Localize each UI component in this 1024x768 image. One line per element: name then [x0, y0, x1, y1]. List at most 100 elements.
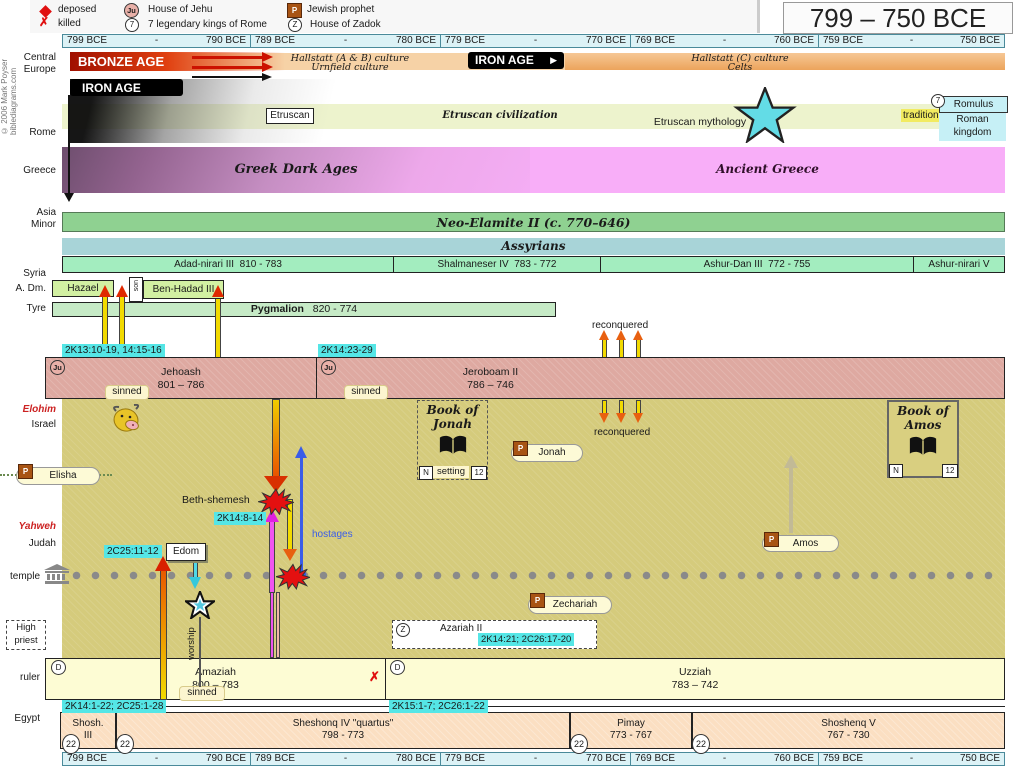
hostages-line	[300, 457, 303, 575]
etruscan-star-icon	[733, 87, 797, 143]
scripture-ref-azariah: 2K14:21; 2C26:17-20	[478, 633, 575, 646]
iron-arrow-line	[192, 76, 264, 78]
hostages-arrow-head	[295, 446, 307, 458]
bronze-arrow-head-1	[262, 52, 273, 62]
row-label-yahweh: Yahweh	[18, 521, 56, 532]
king-years: 810 - 783	[239, 259, 282, 270]
scale-year: 770 BCE	[585, 753, 626, 764]
prophet-zechariah-pill: Zechariah	[528, 596, 612, 614]
uzziah-name: Uzziah	[678, 666, 712, 678]
king-years: 783 - 772	[514, 259, 557, 270]
dynasty-22-badge: 22	[570, 734, 588, 754]
hallstatt-c-band	[565, 53, 1005, 70]
legend-killed-label: killed	[58, 18, 81, 29]
reconquered-up-head	[599, 330, 609, 340]
hallstatt-ab-label: Hallstatt (A & B) culture	[290, 53, 410, 64]
amos-n-box: N	[889, 464, 903, 478]
hazael-box: Hazael	[52, 280, 114, 297]
prophet-jonah-pill: Jonah	[511, 444, 583, 462]
bronze-arrow-head-2	[262, 62, 273, 72]
reconquered-up-head	[616, 330, 626, 340]
attack-arrow-head	[264, 476, 288, 492]
temple-starburst-icon	[276, 563, 310, 591]
hostages-label: hostages	[312, 529, 353, 540]
reconquered-up-shaft	[602, 339, 607, 358]
jeroboam-years: 786 – 746	[467, 379, 514, 391]
golden-calf-icon	[113, 404, 140, 432]
scale-year: 789 BCE	[255, 35, 296, 46]
jehoash-box: Jehoash 801 – 786	[45, 357, 317, 399]
ancient-greece-label: Ancient Greece	[716, 162, 819, 176]
roman-kingdom-line1: Roman	[956, 114, 989, 125]
scale-year: 759 BCE	[823, 35, 864, 46]
top-scale-seg-2: 789 BCE - 780 BCE	[250, 34, 441, 48]
king-years: 772 - 755	[768, 259, 811, 270]
pharaoh-years: III	[83, 730, 93, 741]
edom-arrow-shaft	[160, 569, 167, 700]
roman-kingdom-box: Roman kingdom	[939, 113, 1006, 141]
pharaoh-years: 798 - 773	[321, 730, 365, 741]
jewish-prophet-icon: P	[764, 532, 779, 547]
jehoash-years: 801 – 786	[157, 379, 205, 391]
jewish-prophet-icon: P	[530, 593, 545, 608]
iron-age-left-label: IRON AGE	[82, 81, 141, 95]
jehu-dynasty-badge: Ju	[321, 360, 336, 375]
idol-return-arrow-head	[189, 577, 201, 589]
scripture-ref-uzziah: 2K15:1-7; 2C26:1-22	[389, 700, 488, 713]
tribute-arrow-head	[116, 285, 128, 297]
iron-arrow-head	[262, 73, 272, 81]
battle-starburst-icon	[258, 488, 294, 515]
hallstatt-c-text: Hallstatt (C) culture Celts	[640, 53, 840, 72]
legend-background	[30, 0, 757, 33]
uzziah-box: Uzziah 783 – 742	[385, 658, 1005, 700]
reconquered-down-head	[633, 413, 643, 423]
amos-arrow-shaft	[789, 467, 793, 533]
top-scale-seg-3: 779 BCE - 770 BCE	[440, 34, 631, 48]
scale-sep: -	[533, 753, 538, 764]
house-of-zadok-icon: Z	[288, 18, 302, 32]
ancient-greece-band: Ancient Greece	[530, 147, 1005, 193]
reconquered-up-shaft	[619, 339, 624, 358]
top-scale-seg-5: 759 BCE - 750 BCE	[818, 34, 1005, 48]
zechariah-label: Zechariah	[552, 599, 598, 610]
etruscan-box: Etruscan	[266, 108, 314, 124]
reconquered-up-shaft	[636, 339, 641, 358]
romulus-box: Romulus	[939, 96, 1008, 113]
legend-deposed-label: deposed	[58, 4, 97, 15]
book-of-jonah-title1: Book of	[426, 403, 479, 417]
row-label-judah: Judah	[28, 538, 56, 549]
scale-year: 780 BCE	[395, 35, 436, 46]
iron-south-arrow-head	[64, 193, 74, 202]
open-book-icon	[909, 436, 937, 456]
azariah-name: Azariah II	[440, 623, 483, 634]
scale-year: 759 BCE	[823, 753, 864, 764]
worship-label: worship	[186, 627, 197, 660]
jeroboam-box: Jeroboam II 786 – 746	[316, 357, 1005, 399]
plunder-arrow-head	[283, 549, 297, 561]
bottom-scale-seg-1: 799 BCE - 790 BCE	[62, 752, 251, 766]
scripture-ref-jeroboam: 2K14:23-29	[318, 344, 376, 357]
row-label-syria: Syria	[23, 268, 46, 279]
scale-year: 769 BCE	[635, 753, 676, 764]
row-label-elohim: Elohim	[22, 404, 56, 415]
bronze-arrow-line-2	[192, 66, 264, 69]
king-name: Ashur-nirari V	[928, 259, 990, 270]
jeroboam-sinned-label: sinned	[344, 385, 388, 400]
celts-label: Celts	[727, 61, 753, 73]
book-of-jonah-box: Book of Jonah	[417, 400, 488, 480]
tribute-arrow-head	[212, 285, 224, 297]
edom-box: Edom	[166, 543, 206, 561]
jonah-setting-label: setting	[433, 466, 469, 478]
pharaoh-name: Shoshenq V	[821, 718, 876, 729]
scale-year: 779 BCE	[445, 753, 486, 764]
uzziah-years: 783 – 742	[671, 679, 719, 691]
scripture-ref-battle: 2K14:8-14	[214, 512, 267, 525]
pygmalion-bar: Pygmalion 820 - 774	[52, 302, 556, 317]
amos-label: Amos	[792, 538, 819, 549]
urnfield-label: Urnfield culture	[311, 61, 389, 73]
jewish-prophet-icon: P	[287, 3, 302, 18]
reconquered-up-head	[633, 330, 643, 340]
scripture-ref-amaziah: 2K14:1-22; 2C25:1-28	[62, 700, 167, 713]
legend-divider	[757, 0, 760, 33]
